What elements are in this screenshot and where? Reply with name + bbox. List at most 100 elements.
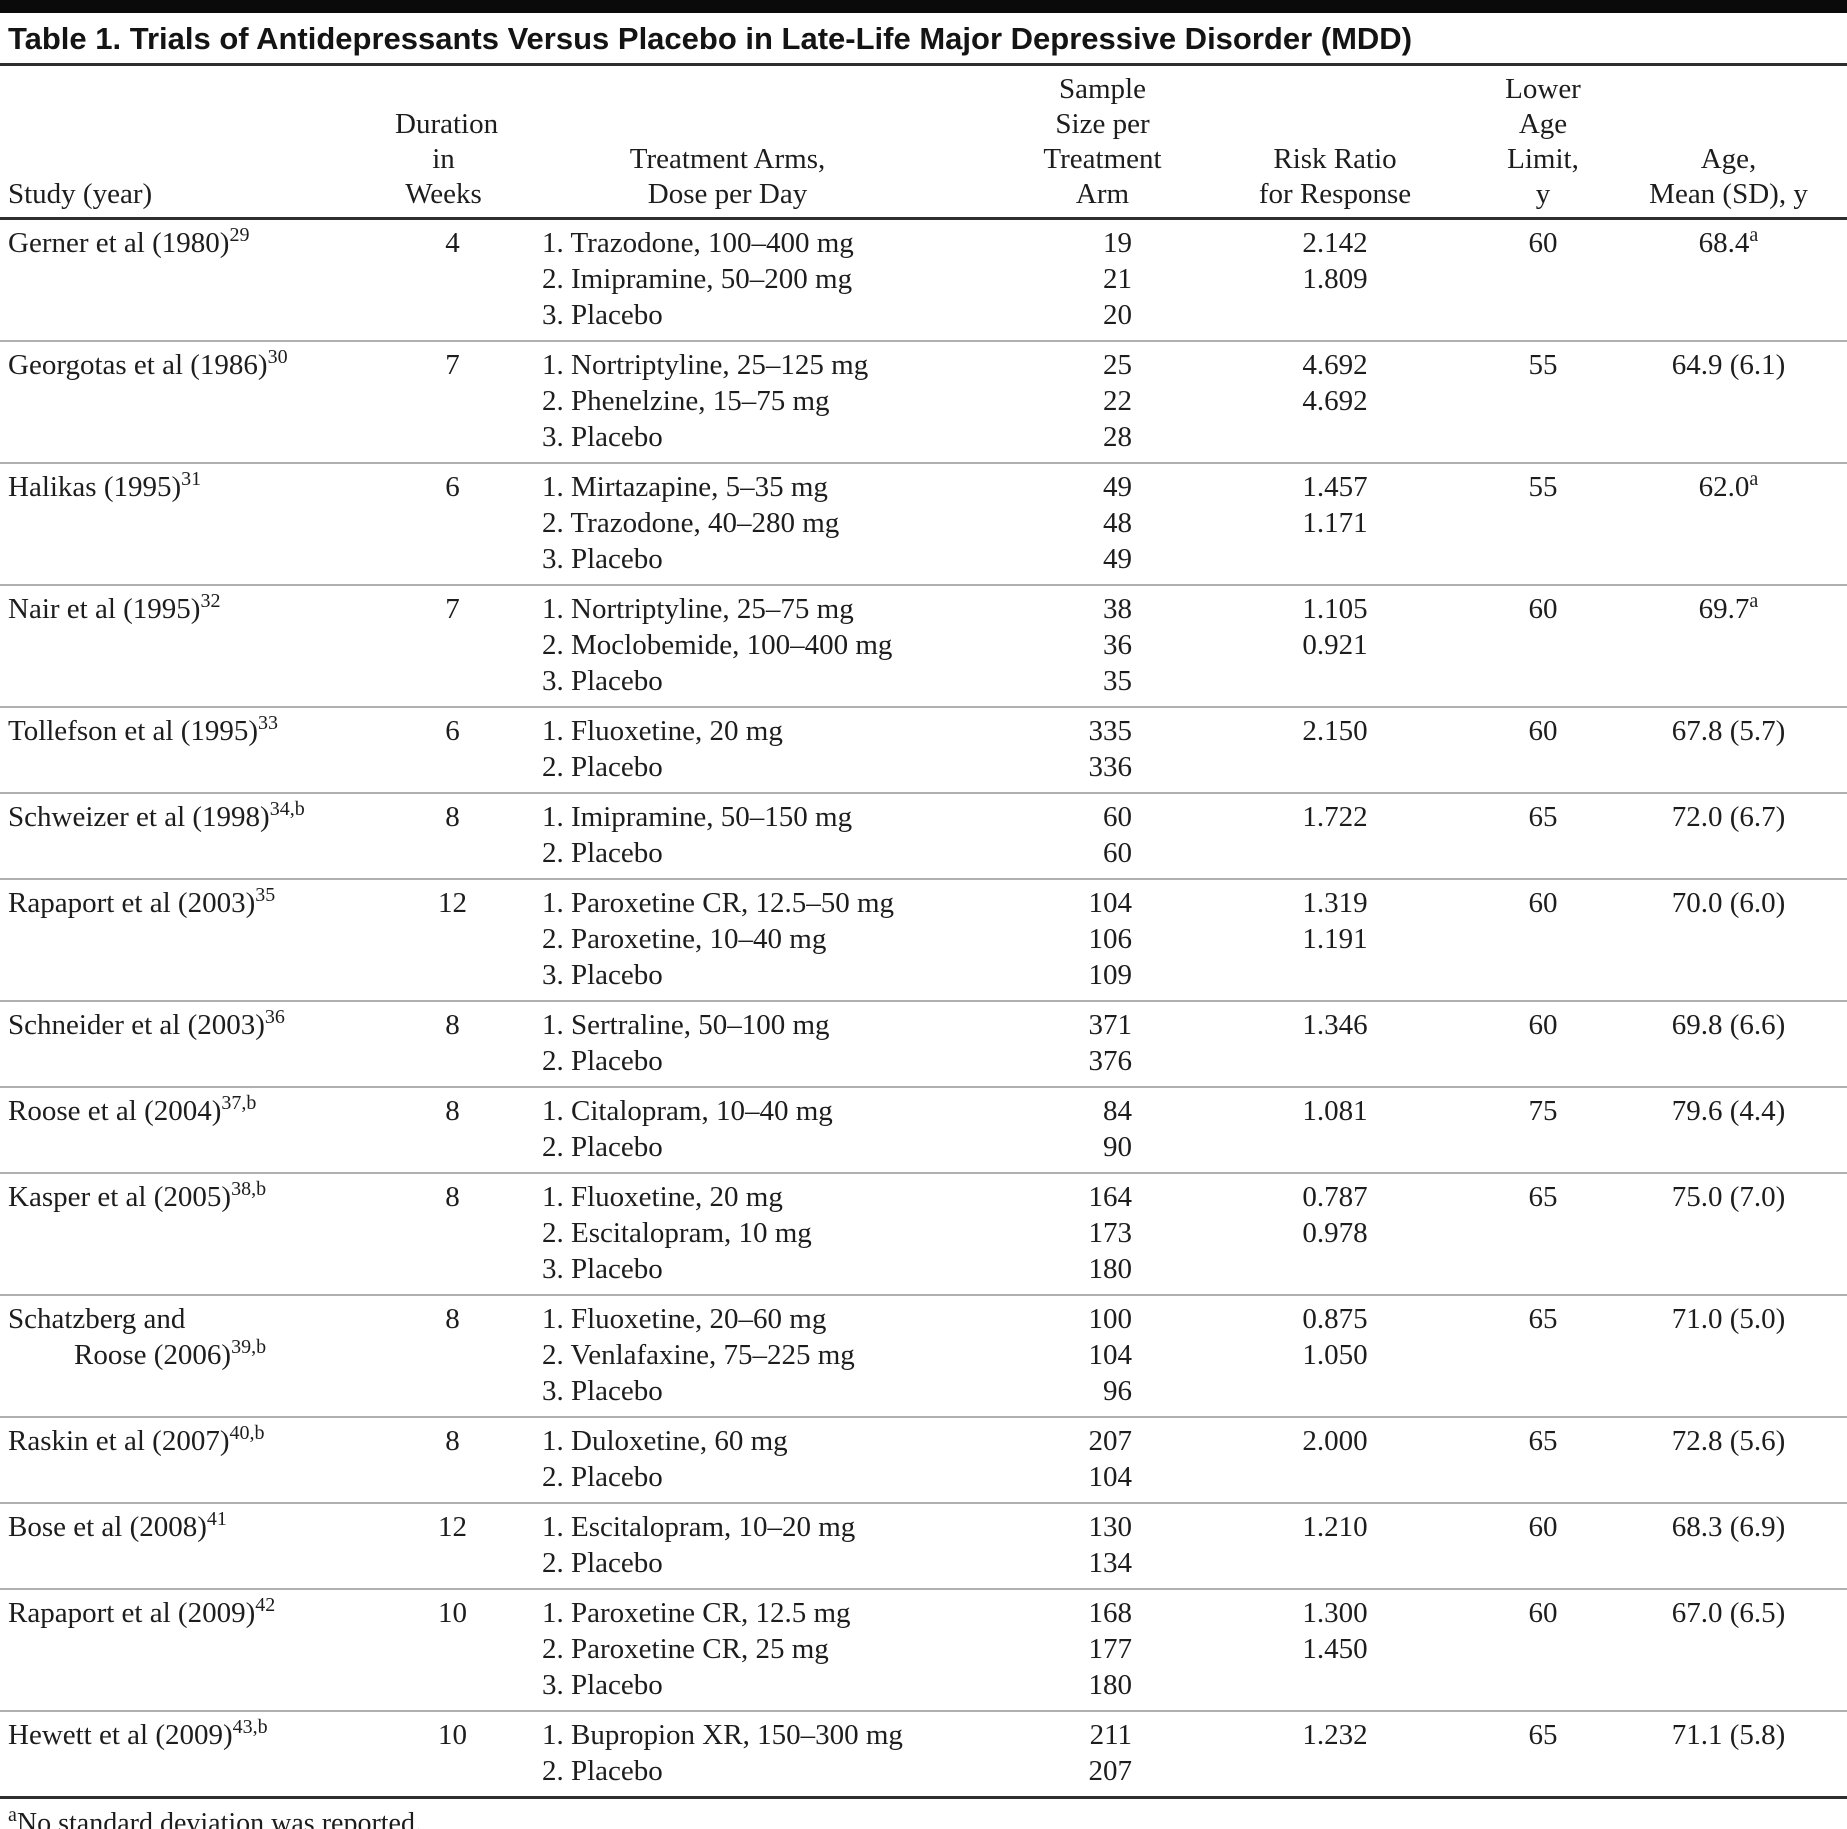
text-line: 84 [1103, 1095, 1132, 1127]
duration-cell: 6 [445, 715, 460, 747]
duration-cell: 8 [445, 1303, 460, 1335]
text-line: 60 [1103, 837, 1132, 869]
text-line: 49 [1103, 543, 1132, 575]
text-line: 1.232 [1302, 1719, 1368, 1751]
sample-size-cell: 164 173 180 [945, 1179, 1170, 1287]
sample-size-cell: 60 60 [945, 799, 1170, 871]
superscript: 38,b [231, 1178, 267, 1200]
age-mean-cell: 72.8 (5.6) [1610, 1423, 1847, 1495]
text-line: 0.875 [1302, 1303, 1368, 1335]
text-line: 72.8 (5.6) [1671, 1425, 1786, 1457]
text-line: 2. Paroxetine, 10–40 mg [542, 923, 827, 955]
lower-age-cell: 65 [1528, 1425, 1558, 1457]
risk-ratio-cell: 2.142 1.809 [1170, 225, 1500, 333]
superscript: 32 [200, 590, 221, 612]
treatment-arms-cell: 1. Paroxetine CR, 12.5 mg 2. Paroxetine C… [510, 1595, 945, 1703]
table-row: Schatzberg and Roose (2006)39,b 8 1. Fluo… [0, 1296, 1847, 1418]
text-line: 376 [1088, 1045, 1133, 1077]
text-line: 180 [1088, 1253, 1133, 1285]
text-line: 1. Imipramine, 50–150 mg [542, 801, 853, 833]
text-line: 173 [1088, 1217, 1133, 1249]
superscript: 42 [255, 1594, 276, 1616]
duration-cell: 10 [438, 1597, 467, 1629]
text-line: 68.3 (6.9) [1671, 1511, 1786, 1543]
text-line: 38 [1103, 593, 1132, 625]
study-cell: Rapaport et al (2009)42 [0, 1595, 395, 1703]
text-line: 3. Placebo [542, 299, 663, 331]
risk-ratio-cell: 2.150 [1170, 713, 1500, 785]
lower-age-cell: 65 [1528, 1719, 1558, 1751]
table-row: Rapaport et al (2009)42 10 1. Paroxetine… [0, 1590, 1847, 1712]
study-cell: Schatzberg and Roose (2006)39,b [0, 1301, 395, 1409]
sample-size-cell: 104 106 109 [945, 885, 1170, 993]
text-line: 2. Placebo [542, 1755, 663, 1787]
table-row: Georgotas et al (1986)30 7 1. Nortriptyl… [0, 342, 1847, 464]
text-line: 28 [1103, 421, 1132, 453]
superscript: 33 [258, 712, 279, 734]
text-line: 109 [1088, 959, 1133, 991]
duration-cell: 8 [445, 1009, 460, 1041]
top-rule-bar [0, 0, 1847, 13]
column-header-treatment-arms: Treatment Arms, Dose per Day [629, 143, 826, 210]
column-header-age-mean: Age, Mean (SD), y [1649, 143, 1808, 210]
text-line: 21 [1103, 263, 1132, 295]
text-line: 1. Mirtazapine, 5–35 mg [542, 471, 828, 503]
text-line: 1. Escitalopram, 10–20 mg [542, 1511, 856, 1543]
text-line: 1. Trazodone, 100–400 mg [542, 227, 854, 259]
text-line: 1.809 [1302, 263, 1368, 295]
study-cell: Roose et al (2004)37,b [0, 1093, 395, 1165]
duration-cell: 4 [445, 227, 460, 259]
treatment-arms-cell: 1. Fluoxetine, 20 mg 2. Placebo [510, 713, 945, 785]
text-line: 1.346 [1302, 1009, 1368, 1041]
duration-cell: 7 [445, 349, 460, 381]
text-line: 2. Placebo [542, 1547, 663, 1579]
age-mean-cell: 64.9 (6.1) [1610, 347, 1847, 455]
text-line: 1. Paroxetine CR, 12.5–50 mg [542, 887, 895, 919]
text-line: Kasper et al (2005)38,b [8, 1178, 267, 1213]
age-mean-cell: 69.8 (6.6) [1610, 1007, 1847, 1079]
text-line: 2. Escitalopram, 10 mg [542, 1217, 812, 1249]
study-cell: Bose et al (2008)41 [0, 1509, 395, 1581]
superscript: 31 [181, 468, 202, 490]
text-line: 207 [1088, 1425, 1133, 1457]
table-row: Hewett et al (2009)43,b 10 1. Bupropion … [0, 1712, 1847, 1796]
table-row: Roose et al (2004)37,b 8 1. Citalopram, … [0, 1088, 1847, 1174]
text-line: 4.692 [1302, 349, 1368, 381]
age-mean-cell: 71.1 (5.8) [1610, 1717, 1847, 1789]
text-line: 1. Fluoxetine, 20–60 mg [542, 1303, 827, 1335]
text-line: 4.692 [1302, 385, 1368, 417]
text-line: 35 [1103, 665, 1132, 697]
text-line: 72.0 (6.7) [1671, 801, 1786, 833]
age-mean-cell: 62.0a [1610, 469, 1847, 577]
risk-ratio-cell: 1.722 [1170, 799, 1500, 871]
duration-cell: 8 [445, 801, 460, 833]
text-line: Roose et al (2004)37,b [8, 1092, 257, 1127]
superscript: a [1749, 590, 1759, 612]
treatment-arms-cell: 1. Citalopram, 10–40 mg 2. Placebo [510, 1093, 945, 1165]
text-line: Raskin et al (2007)40,b [8, 1422, 265, 1457]
study-cell: Schneider et al (2003)36 [0, 1007, 395, 1079]
text-line: 1. Sertraline, 50–100 mg [542, 1009, 830, 1041]
duration-cell: 12 [438, 1511, 467, 1543]
study-cell: Rapaport et al (2003)35 [0, 885, 395, 993]
risk-ratio-cell: 1.105 0.921 [1170, 591, 1500, 699]
text-line: 49 [1103, 471, 1132, 503]
column-header-sample-size: Sample Size per Treatment Arm [1043, 73, 1162, 210]
table-row: Tollefson et al (1995)33 6 1. Fluoxetine… [0, 708, 1847, 794]
column-header-lower-age: Lower Age Limit, y [1505, 73, 1581, 210]
sample-size-cell: 168 177 180 [945, 1595, 1170, 1703]
text-line: Roose (2006)39,b [74, 1336, 267, 1371]
duration-cell: 6 [445, 471, 460, 503]
text-line: Nair et al (1995)32 [8, 590, 221, 625]
table-body: Gerner et al (1980)29 4 1. Trazodone, 10… [0, 220, 1847, 1796]
text-line: 2. Placebo [542, 1461, 663, 1493]
text-line: 60 [1103, 801, 1132, 833]
risk-ratio-cell: 0.875 1.050 [1170, 1301, 1500, 1409]
text-line: 0.921 [1302, 629, 1368, 661]
text-line: 1.319 [1302, 887, 1368, 919]
text-line: 1. Nortriptyline, 25–75 mg [542, 593, 854, 625]
lower-age-cell: 60 [1528, 1009, 1558, 1041]
table-row: Kasper et al (2005)38,b 8 1. Fluoxetine,… [0, 1174, 1847, 1296]
text-line: 3. Placebo [542, 543, 663, 575]
table-title: Table 1. Trials of Antidepressants Versu… [0, 13, 1847, 66]
